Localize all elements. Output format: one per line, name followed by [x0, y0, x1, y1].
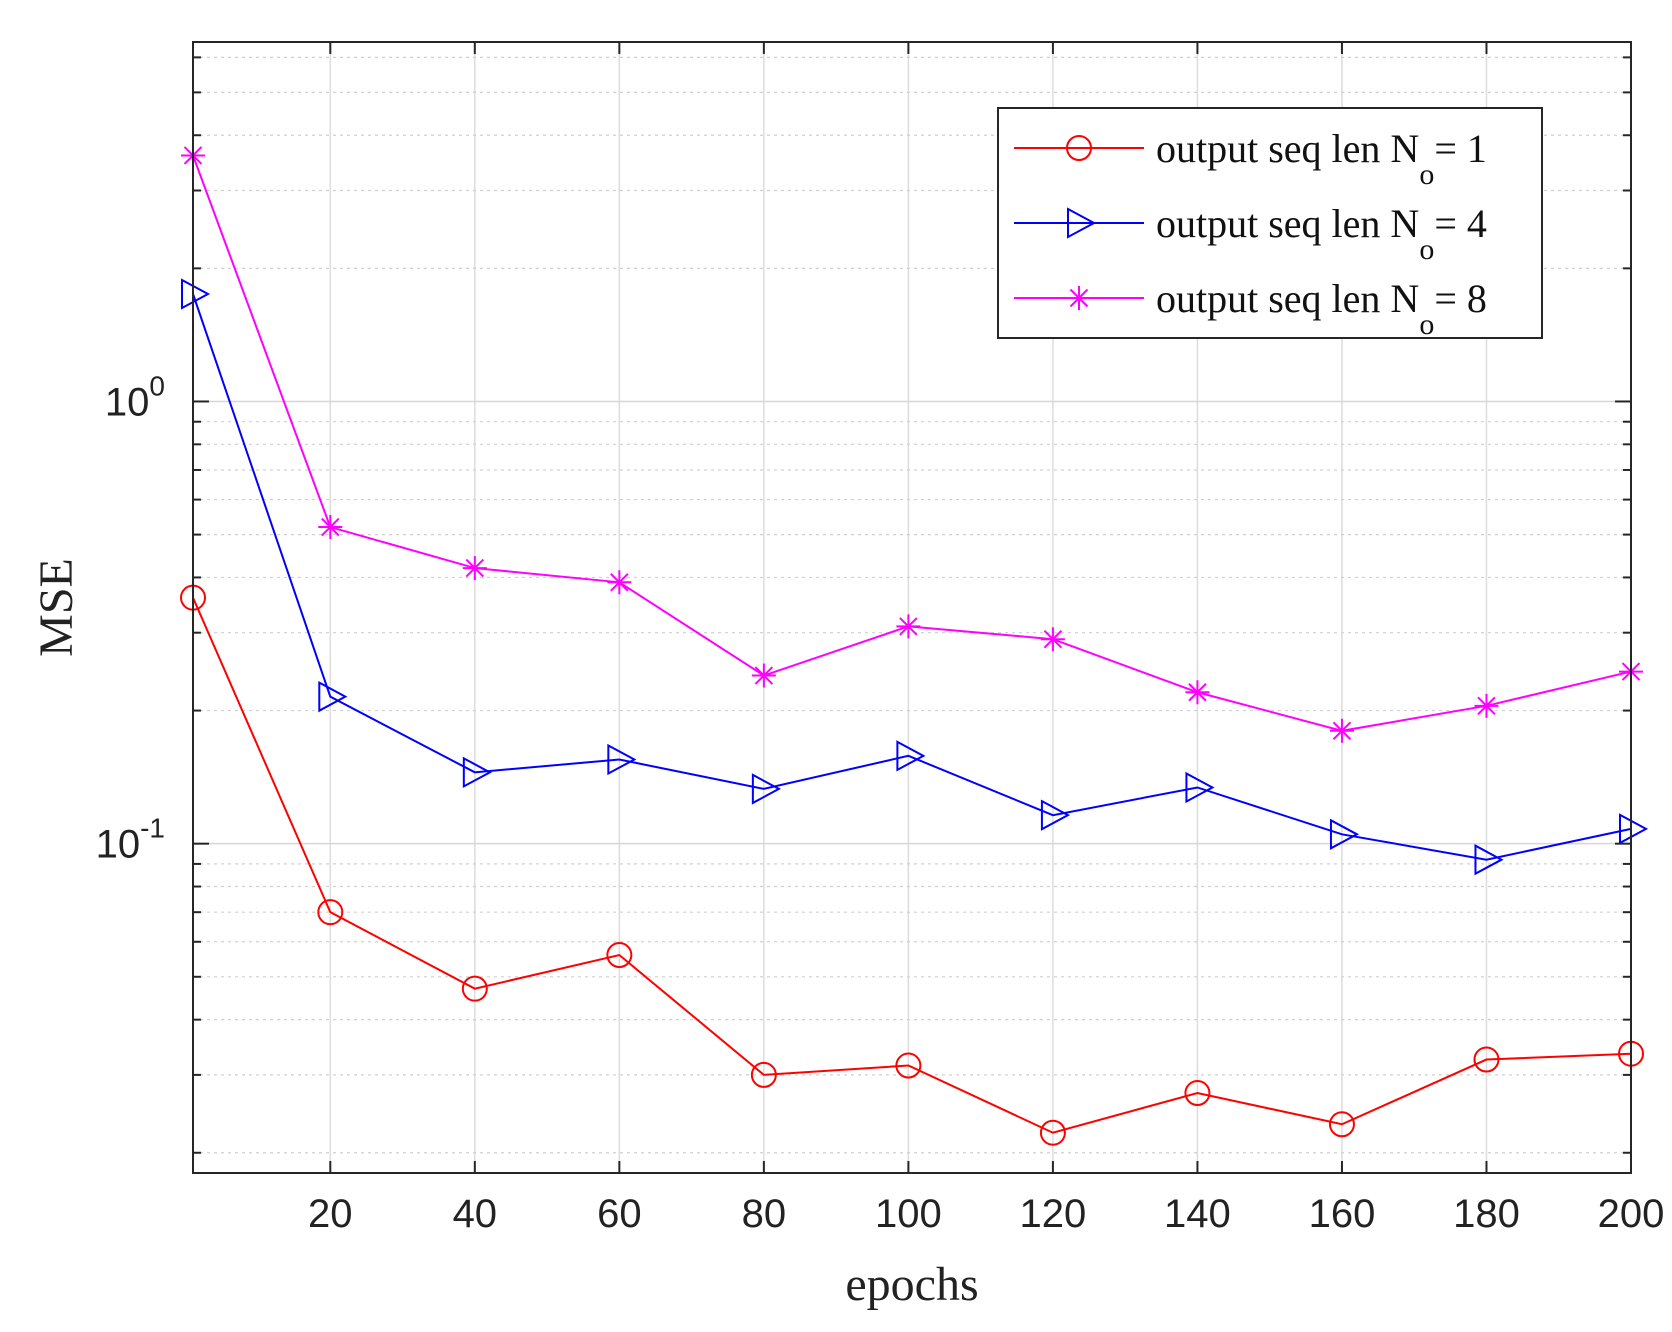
- data-point: [1474, 693, 1499, 718]
- data-point: [751, 773, 781, 805]
- data-point: [607, 570, 632, 595]
- x-tick-label: 160: [1309, 1192, 1376, 1236]
- data-point: [607, 743, 637, 776]
- legend-label: output seq len No= 1: [1156, 126, 1487, 191]
- y-tick-label: 10-1: [96, 813, 165, 867]
- x-tick-label: 80: [742, 1192, 787, 1236]
- series-2: [181, 278, 1649, 876]
- data-point: [461, 975, 488, 1002]
- data-point: [181, 278, 211, 310]
- x-tick-label: 60: [597, 1192, 642, 1236]
- data-point: [1328, 1111, 1355, 1138]
- data-point: [896, 614, 921, 639]
- legend-item: output seq len No= 4: [1014, 201, 1487, 266]
- x-tick-label: 100: [875, 1192, 942, 1236]
- data-point: [1619, 813, 1649, 845]
- x-tick-label: 140: [1164, 1192, 1231, 1236]
- data-point: [1329, 818, 1360, 850]
- series-line: [192, 293, 1632, 861]
- data-point: [1067, 286, 1091, 310]
- data-point: [1473, 1046, 1500, 1073]
- legend-item: output seq len No= 8: [1014, 276, 1487, 341]
- legend: output seq len No= 1 output seq len No= 4…: [997, 107, 1543, 341]
- axes-box: [192, 41, 1632, 1174]
- data-point: [1474, 844, 1504, 876]
- y-tick-label: 100: [105, 370, 165, 424]
- series-1: [180, 584, 1644, 1146]
- x-tick-label: 180: [1453, 1192, 1520, 1236]
- data-point: [1039, 1119, 1066, 1146]
- x-tick-label: 120: [1020, 1192, 1087, 1236]
- x-tick-label: 200: [1598, 1192, 1665, 1236]
- data-point: [462, 556, 487, 581]
- data-point: [318, 680, 348, 713]
- x-tick-label: 40: [453, 1192, 498, 1236]
- legend-item: output seq len No= 1: [1014, 126, 1487, 191]
- x-axis-label: epochs: [845, 1258, 978, 1311]
- data-point: [1067, 207, 1097, 239]
- data-point: [317, 899, 344, 926]
- y-axis-label: MSE: [30, 558, 83, 657]
- legend-label: output seq len No= 4: [1156, 201, 1487, 266]
- data-point: [1040, 627, 1065, 652]
- data-point: [1185, 771, 1215, 804]
- data-point: [318, 515, 343, 540]
- x-tick-label: 20: [308, 1192, 353, 1236]
- data-point: [1185, 680, 1210, 705]
- data-point: [896, 740, 926, 772]
- legend-label: output seq len No= 8: [1156, 276, 1487, 341]
- data-point: [750, 1061, 777, 1088]
- data-point: [751, 663, 776, 688]
- series-line: [192, 597, 1632, 1134]
- data-point: [606, 942, 633, 969]
- data-point: [895, 1052, 922, 1079]
- data-point: [1066, 135, 1092, 161]
- data-point: [1040, 799, 1071, 831]
- axis-ticks: 20 40 60 80 100 120 140 160 180 200 100 10-1: [96, 42, 1665, 1236]
- data-point: [1184, 1080, 1211, 1107]
- data-point: [1329, 718, 1354, 743]
- data-point: [462, 756, 492, 788]
